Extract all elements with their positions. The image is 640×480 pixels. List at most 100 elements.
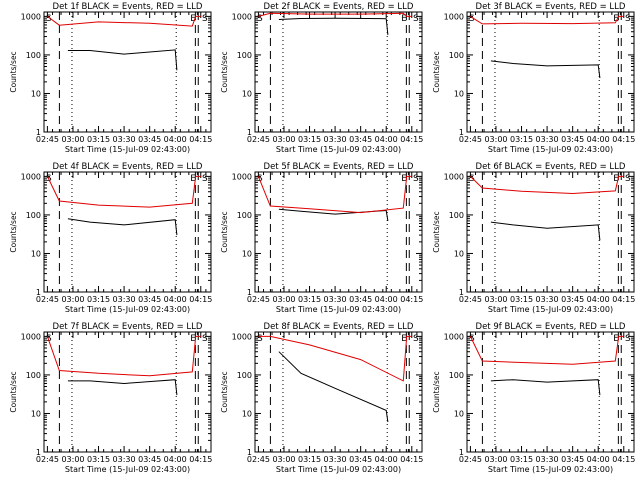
x-tick-label: 03:30 xyxy=(536,455,559,464)
y-tick-label: 1000 xyxy=(21,332,41,341)
y-tick-label: 1 xyxy=(36,288,41,297)
x-tick-label: 04:15 xyxy=(612,295,635,304)
x-tick-label: 03:00 xyxy=(484,455,507,464)
plot-frame xyxy=(466,331,635,453)
plot-frame xyxy=(43,331,212,453)
y-tick-label: 10 xyxy=(454,249,464,258)
y-tick-label: 1000 xyxy=(444,332,464,341)
plot-frame xyxy=(254,171,423,293)
x-tick-label: 03:45 xyxy=(138,135,161,144)
x-tick-label: 03:15 xyxy=(298,295,321,304)
marker-label: S xyxy=(257,334,263,344)
x-axis-label: Start Time (15-Jul-09 02:43:00) xyxy=(65,145,190,154)
y-axis-label: Counts/sec xyxy=(9,211,18,252)
y-tick-label: 100 xyxy=(237,371,252,380)
events-series-line xyxy=(278,208,389,221)
x-tick-label: 03:00 xyxy=(272,135,295,144)
y-tick-label: 1000 xyxy=(21,172,41,181)
marker-label: S xyxy=(469,174,475,184)
y-axis-label: Counts/sec xyxy=(432,51,441,92)
x-axis-label: Start Time (15-Jul-09 02:43:00) xyxy=(276,465,401,474)
x-tick-label: 03:00 xyxy=(272,295,295,304)
y-tick-label: 1000 xyxy=(21,12,41,21)
x-axis-label: Start Time (15-Jul-09 02:43:00) xyxy=(65,305,190,314)
marker-label: E xyxy=(613,14,619,24)
x-tick-label: 03:15 xyxy=(510,135,533,144)
y-tick-label: 100 xyxy=(26,51,41,60)
x-tick-label: 04:15 xyxy=(612,455,635,464)
y-axis-label: Counts/sec xyxy=(9,51,18,92)
y-tick-label: 1000 xyxy=(444,12,464,21)
x-tick-label: 04:00 xyxy=(587,135,610,144)
events-series-line xyxy=(67,218,178,236)
y-tick-label: 1 xyxy=(459,448,464,457)
y-tick-label: 10 xyxy=(242,89,252,98)
y-tick-label: 1 xyxy=(36,128,41,137)
y-tick-label: 100 xyxy=(449,371,464,380)
y-axis-label: Counts/sec xyxy=(9,371,18,412)
x-tick-label: 02:45 xyxy=(459,295,482,304)
marker-label: E xyxy=(190,14,196,24)
y-tick-label: 100 xyxy=(237,211,252,220)
events-series-line xyxy=(278,17,389,35)
chart-title: Det 7f BLACK = Events, RED = LLD xyxy=(53,322,203,332)
x-tick-label: 03:30 xyxy=(113,295,136,304)
x-tick-label: 03:00 xyxy=(61,295,84,304)
marker-label: S xyxy=(469,14,475,24)
x-tick-label: 03:30 xyxy=(324,455,347,464)
y-tick-label: 100 xyxy=(449,51,464,60)
x-tick-label: 04:15 xyxy=(400,295,423,304)
x-tick-label: 03:30 xyxy=(324,135,347,144)
y-tick-label: 1 xyxy=(247,448,252,457)
x-tick-label: 03:15 xyxy=(87,455,110,464)
chart-panel: Det 8f BLACK = Events, RED = LLD 1 10 100 10… xyxy=(220,322,423,474)
x-tick-label: 04:00 xyxy=(375,295,398,304)
plot-frame xyxy=(254,11,423,133)
marker-label: S xyxy=(413,334,419,344)
x-tick-label: 03:45 xyxy=(138,455,161,464)
x-tick-label: 04:15 xyxy=(189,135,212,144)
y-tick-label: 100 xyxy=(26,211,41,220)
y-axis-label: Counts/sec xyxy=(220,211,229,252)
x-tick-label: 04:15 xyxy=(400,455,423,464)
x-tick-label: 04:15 xyxy=(400,135,423,144)
x-axis-label: Start Time (15-Jul-09 02:43:00) xyxy=(488,465,613,474)
marker-label: E xyxy=(613,334,619,344)
lld-series-line xyxy=(258,335,412,382)
x-tick-label: 02:45 xyxy=(247,135,270,144)
chart-title: Det 2f BLACK = Events, RED = LLD xyxy=(264,2,414,12)
chart-title: Det 8f BLACK = Events, RED = LLD xyxy=(264,322,414,332)
x-tick-label: 04:15 xyxy=(612,135,635,144)
chart-panel: Det 9f BLACK = Events, RED = LLD 1 10 100 10… xyxy=(432,322,635,474)
x-tick-label: 02:45 xyxy=(247,295,270,304)
chart-panel: Det 4f BLACK = Events, RED = LLD 1 10 100 10… xyxy=(9,162,212,314)
events-series-line xyxy=(67,49,178,71)
x-tick-label: 03:00 xyxy=(272,455,295,464)
lld-series-line xyxy=(470,15,624,25)
chart-title: Det 4f BLACK = Events, RED = LLD xyxy=(53,162,203,172)
plot-frame xyxy=(254,331,423,453)
plot-frame xyxy=(466,171,635,293)
x-tick-label: 03:45 xyxy=(349,295,372,304)
x-tick-label: 02:45 xyxy=(459,455,482,464)
x-tick-label: 02:45 xyxy=(459,135,482,144)
marker-label: E xyxy=(401,14,407,24)
x-tick-label: 03:15 xyxy=(510,295,533,304)
marker-label: E xyxy=(613,174,619,184)
y-tick-label: 1 xyxy=(459,128,464,137)
lld-series-line xyxy=(46,335,201,377)
x-tick-label: 03:00 xyxy=(61,135,84,144)
x-tick-label: 03:15 xyxy=(298,455,321,464)
plot-frame xyxy=(466,11,635,133)
x-tick-label: 04:00 xyxy=(375,135,398,144)
y-tick-label: 100 xyxy=(237,51,252,60)
marker-label: S xyxy=(625,334,631,344)
y-tick-label: 1 xyxy=(36,448,41,457)
marker-label: S xyxy=(257,14,263,24)
y-tick-label: 1000 xyxy=(232,172,252,181)
marker-label: E xyxy=(401,174,407,184)
x-tick-label: 03:15 xyxy=(510,455,533,464)
marker-label: S xyxy=(413,174,419,184)
events-series-line xyxy=(67,379,178,396)
